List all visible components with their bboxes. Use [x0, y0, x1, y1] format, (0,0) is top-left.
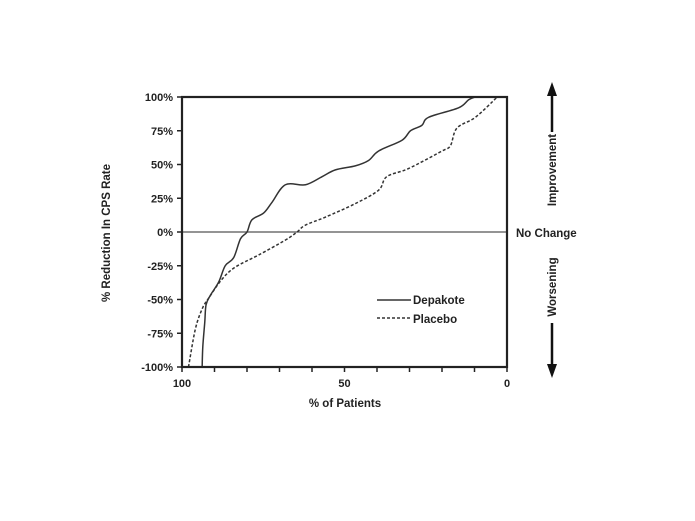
series-line-depakote — [201, 96, 476, 368]
y-tick-label: -100% — [141, 362, 173, 374]
legend-label-depakote: Depakote — [413, 295, 465, 307]
no-change-label: No Change — [516, 228, 577, 240]
y-tick-label: 100% — [145, 92, 173, 104]
improvement-label: Improvement — [547, 134, 559, 206]
legend-label-placebo: Placebo — [413, 314, 457, 326]
y-axis-label: % Reduction In CPS Rate — [101, 164, 113, 302]
worsening-arrow-icon — [547, 323, 557, 378]
y-tick-label: 25% — [151, 193, 173, 205]
y-tick-label: 50% — [151, 160, 173, 172]
x-tick-label: 50 — [338, 378, 350, 390]
y-tick-label: -25% — [147, 261, 173, 273]
y-tick-label: -75% — [147, 328, 173, 340]
y-tick-label: -50% — [147, 295, 173, 307]
x-tick-label: 0 — [504, 378, 510, 390]
x-tick-label: 100 — [173, 378, 191, 390]
y-tick-label: 75% — [151, 126, 173, 138]
y-tick-label: 0% — [157, 227, 173, 239]
worsening-label: Worsening — [547, 257, 559, 316]
legend: Depakote Placebo — [377, 295, 465, 326]
improvement-arrow-icon — [547, 82, 557, 132]
x-axis-label: % of Patients — [309, 398, 381, 410]
